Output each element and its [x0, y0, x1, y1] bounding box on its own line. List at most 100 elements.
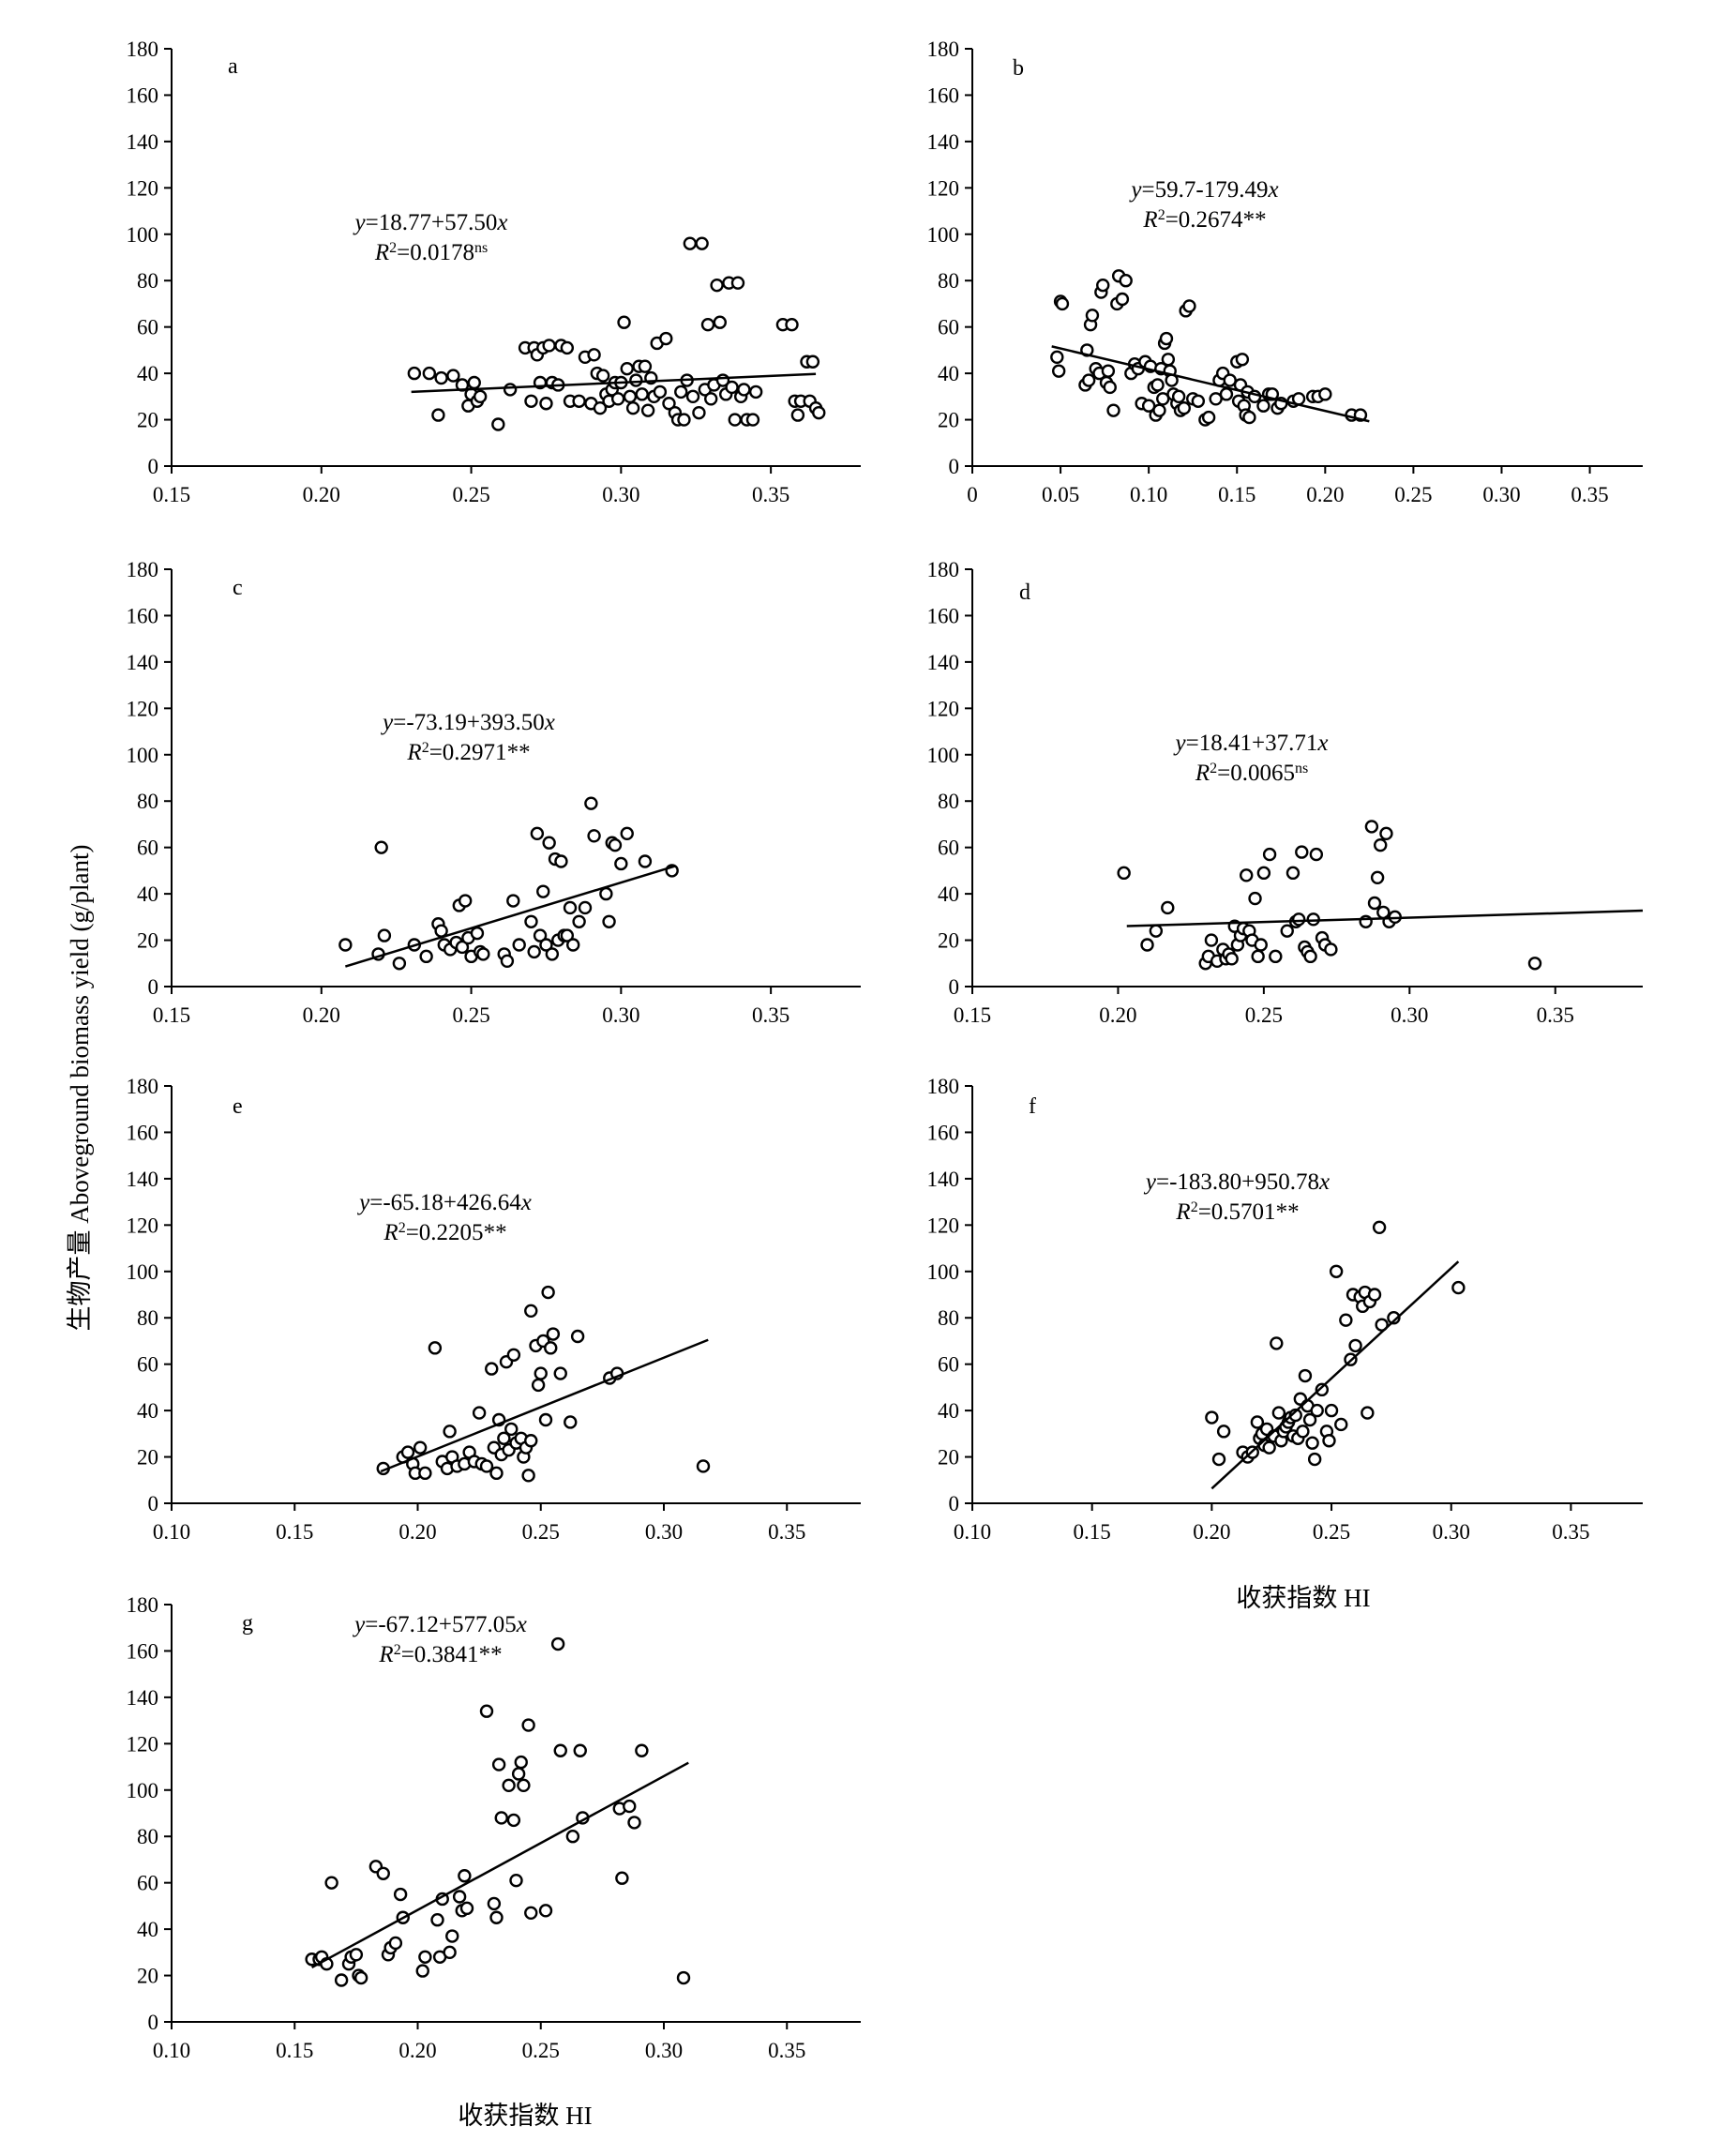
- eq-y-var: y: [356, 1190, 370, 1215]
- x-tick-label: 0.35: [752, 1003, 789, 1027]
- y-tick-label: 120: [127, 1214, 159, 1237]
- y-tick-label: 60: [137, 1353, 158, 1377]
- r2-symbol: R: [374, 240, 389, 265]
- eq-body: =18.41+37.71: [1186, 731, 1318, 756]
- x-tick-label: 0.30: [602, 483, 639, 506]
- x-tick-label: 0.25: [1245, 1003, 1283, 1027]
- y-tick-label: 40: [137, 1399, 158, 1423]
- data-point: [506, 1813, 521, 1828]
- regression-equation: y=-73.19+393.50x: [380, 710, 555, 735]
- data-point: [443, 1425, 457, 1439]
- x-tick-label: 0.25: [1394, 483, 1432, 506]
- data-point: [1324, 942, 1338, 957]
- data-point: [1140, 938, 1154, 952]
- regression-equation: y=-67.12+577.05x: [352, 1612, 527, 1637]
- r2-exponent: 2: [1158, 207, 1165, 223]
- data-point: [479, 1704, 494, 1718]
- data-point: [1295, 845, 1309, 859]
- data-point: [418, 1950, 432, 1964]
- data-point: [422, 366, 437, 381]
- data-point: [538, 1412, 553, 1427]
- data-point: [509, 1873, 523, 1888]
- data-point: [533, 928, 548, 942]
- x-tick-label: 0.20: [303, 1003, 340, 1027]
- data-point: [521, 1469, 535, 1483]
- eq-x-var: x: [1267, 177, 1278, 203]
- y-tick-label: 60: [938, 837, 959, 860]
- panel-letter: f: [1029, 1094, 1036, 1119]
- data-point: [494, 1811, 508, 1825]
- data-point: [1309, 847, 1324, 862]
- data-point: [434, 924, 448, 938]
- data-point: [491, 1757, 506, 1772]
- x-tick-label: 0.10: [153, 2039, 190, 2062]
- r2-exponent: 2: [398, 1220, 406, 1236]
- data-point: [539, 938, 553, 952]
- data-point: [428, 1341, 443, 1355]
- data-point: [1270, 1336, 1284, 1350]
- r2-exponent: 2: [422, 740, 429, 756]
- data-point: [1117, 866, 1131, 881]
- y-tick-label: 0: [148, 975, 159, 999]
- r2-symbol: R: [378, 1642, 393, 1667]
- data-point: [662, 397, 676, 411]
- eq-x-var: x: [1318, 1169, 1330, 1195]
- eq-body: =-183.80+950.78: [1156, 1169, 1319, 1195]
- y-tick-label: 20: [938, 929, 959, 953]
- data-point: [497, 1431, 511, 1445]
- data-point: [1262, 847, 1277, 862]
- y-tick-label: 40: [938, 362, 959, 385]
- data-point: [704, 392, 718, 406]
- data-point: [485, 1362, 499, 1376]
- y-tick-label: 100: [927, 223, 960, 247]
- data-point: [1251, 949, 1265, 964]
- data-point: [812, 405, 826, 420]
- y-tick-label: 40: [938, 882, 959, 906]
- data-point: [1364, 820, 1379, 834]
- data-point: [563, 900, 578, 915]
- data-point: [430, 1913, 444, 1927]
- scatter-panel-f: 0 20 40 60 80 100 120 140 160 180 0.10 0.15 0.20 0.25…: [927, 1075, 1643, 1544]
- regression-line: [311, 1761, 689, 1969]
- data-point: [676, 1970, 691, 1985]
- regression-equation: y=18.41+37.71x: [1173, 731, 1329, 756]
- x-tick-label: 0.10: [954, 1520, 991, 1544]
- r2-value: =0.2971: [429, 740, 507, 765]
- data-point: [725, 380, 739, 395]
- y-tick-label: 100: [127, 1779, 159, 1802]
- r2-exponent: 2: [1210, 761, 1217, 776]
- r2-symbol: R: [1175, 1199, 1190, 1225]
- data-point: [504, 1422, 519, 1437]
- x-tick-label: 0.20: [398, 2039, 436, 2062]
- x-tick-label: 0.35: [1571, 483, 1608, 506]
- data-point: [524, 1304, 538, 1319]
- data-point: [443, 1945, 457, 1960]
- r-squared: R2=0.3841**: [378, 1642, 502, 1668]
- data-point: [524, 1434, 538, 1448]
- data-point: [393, 1887, 408, 1902]
- data-point: [407, 366, 422, 381]
- regression-line: [380, 1338, 709, 1473]
- data-point: [1256, 866, 1271, 881]
- data-point: [640, 403, 655, 417]
- y-tick-label: 140: [127, 1686, 159, 1710]
- data-point: [1240, 868, 1254, 882]
- data-point: [1248, 891, 1262, 906]
- data-point: [434, 370, 448, 385]
- y-tick-label: 120: [127, 176, 159, 200]
- r2-exponent: 2: [394, 1642, 401, 1658]
- x-tick-label: 0: [967, 483, 978, 506]
- x-tick-label: 0.25: [452, 483, 489, 506]
- data-point: [1367, 1288, 1382, 1302]
- data-point: [349, 1948, 364, 1962]
- y-tick-label: 80: [137, 1306, 158, 1330]
- data-point: [1370, 870, 1385, 885]
- y-axis-title: 生物产量 Aboveground biomass yield (g/plant): [66, 845, 94, 1332]
- x-tick-label: 0.20: [1306, 483, 1344, 506]
- data-point: [625, 400, 640, 415]
- y-tick-label: 120: [927, 1214, 960, 1237]
- data-point: [1348, 1338, 1362, 1353]
- data-point: [713, 315, 728, 329]
- data-point: [413, 1440, 428, 1455]
